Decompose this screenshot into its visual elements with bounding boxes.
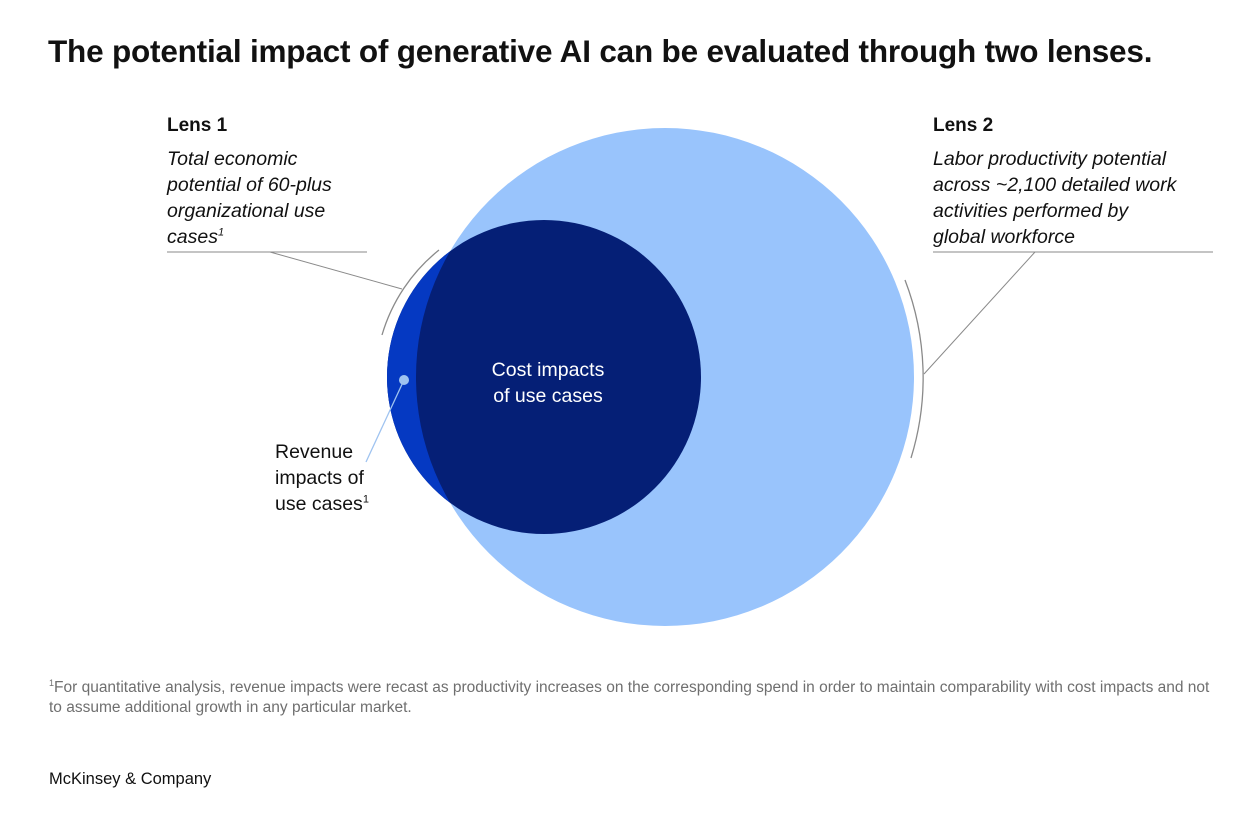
lens1-heading: Lens 1 bbox=[167, 115, 228, 136]
cost-impacts-label: Cost impacts of use cases bbox=[468, 357, 628, 409]
chart-title: The potential impact of generative AI ca… bbox=[48, 33, 1153, 69]
lens1-description-line: organizational use bbox=[167, 200, 326, 222]
footnote-text: For quantitative analysis, revenue impac… bbox=[49, 679, 1210, 716]
revenue-impacts-label-line: impacts of bbox=[275, 467, 364, 489]
revenue-footnote-marker: 1 bbox=[362, 493, 369, 506]
revenue-impacts-label-line: use cases bbox=[275, 493, 363, 515]
cost-impacts-circle bbox=[387, 220, 701, 534]
cost-impacts-label-line: Cost impacts bbox=[491, 359, 605, 381]
revenue-impacts-label: Revenue impacts of use cases1 bbox=[275, 439, 369, 517]
revenue-impacts-label-last: use cases1 bbox=[275, 491, 369, 517]
lens1-bracket bbox=[381, 249, 440, 336]
lens1-footnote-marker: 1 bbox=[217, 226, 225, 239]
revenue-pointer-line bbox=[365, 379, 405, 463]
lens2-description-line: across ~2,100 detailed work bbox=[933, 174, 1177, 196]
lens1-leader-line bbox=[269, 251, 403, 290]
lens2-description-line: Labor productivity potential bbox=[933, 148, 1167, 170]
revenue-pointer-dot bbox=[399, 375, 409, 385]
cost-impacts-label-line: of use cases bbox=[493, 385, 603, 407]
lens1-description: Total economic potential of 60-plus orga… bbox=[167, 146, 377, 250]
lens1-description-line: Total economic bbox=[167, 148, 298, 170]
lens1-description-line: cases bbox=[167, 226, 218, 248]
lens2-bracket bbox=[904, 279, 924, 459]
footnote: 1For quantitative analysis, revenue impa… bbox=[49, 678, 1219, 718]
brand-logo-text: McKinsey & Company bbox=[49, 770, 212, 788]
lens1-description-line: potential of 60-plus bbox=[167, 174, 332, 196]
revenue-impacts-label-line: Revenue bbox=[275, 441, 354, 463]
lens2-leader-line bbox=[923, 251, 1036, 375]
lens2-description: Labor productivity potential across ~2,1… bbox=[933, 146, 1213, 250]
lens2-description-line: global workforce bbox=[933, 226, 1075, 248]
lens2-heading: Lens 2 bbox=[933, 115, 994, 136]
lens2-description-line: activities performed by bbox=[933, 200, 1129, 222]
footnote-marker: 1 bbox=[49, 677, 55, 688]
lens1-description-line-last: cases1 bbox=[167, 224, 377, 250]
